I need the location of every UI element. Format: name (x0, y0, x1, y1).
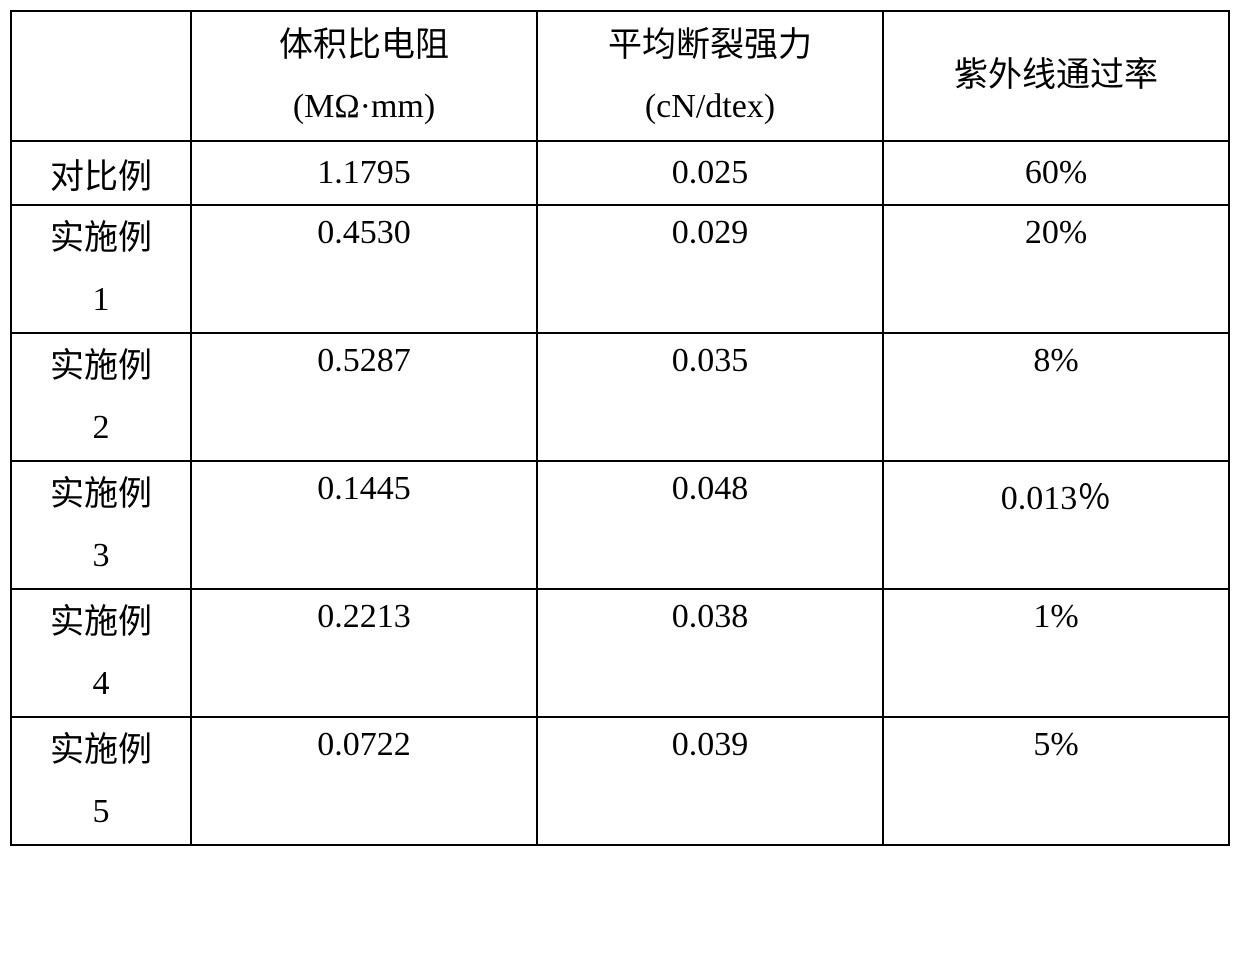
row-label-line1: 实施例 (12, 464, 190, 525)
table-header-row: 体积比电阻 (MΩ·mm) 平均断裂强力 (cN/dtex) 紫外线通过率 (11, 11, 1229, 141)
cell-uv: 5% (883, 717, 1229, 845)
row-label-line1: 对比例 (12, 149, 190, 198)
row-label-line1: 实施例 (12, 208, 190, 269)
row-label-line1: 实施例 (12, 336, 190, 397)
table-row: 实施例 2 0.5287 0.035 8% (11, 333, 1229, 461)
cell-strength: 0.025 (537, 141, 883, 205)
row-label-example-4: 实施例 4 (11, 589, 191, 717)
header-main-uv: 紫外线通过率 (884, 45, 1228, 106)
table-row: 实施例 1 0.4530 0.029 20% (11, 205, 1229, 333)
row-label-compare: 对比例 (11, 141, 191, 205)
cell-resistivity: 1.1795 (191, 141, 537, 205)
cell-resistivity: 0.1445 (191, 461, 537, 589)
header-cell-label (11, 11, 191, 141)
cell-uv: 8% (883, 333, 1229, 461)
cell-strength: 0.039 (537, 717, 883, 845)
cell-strength: 0.048 (537, 461, 883, 589)
cell-resistivity: 0.2213 (191, 589, 537, 717)
header-main-strength: 平均断裂强力 (538, 15, 882, 76)
row-label-example-2: 实施例 2 (11, 333, 191, 461)
row-label-example-3: 实施例 3 (11, 461, 191, 589)
cell-uv: 20% (883, 205, 1229, 333)
table-body: 体积比电阻 (MΩ·mm) 平均断裂强力 (cN/dtex) 紫外线通过率 对比… (11, 11, 1229, 845)
cell-strength: 0.029 (537, 205, 883, 333)
data-table: 体积比电阻 (MΩ·mm) 平均断裂强力 (cN/dtex) 紫外线通过率 对比… (10, 10, 1230, 846)
row-label-example-1: 实施例 1 (11, 205, 191, 333)
table-row: 实施例 5 0.0722 0.039 5% (11, 717, 1229, 845)
cell-strength: 0.038 (537, 589, 883, 717)
row-label-line2: 1 (12, 269, 190, 330)
table-row: 实施例 4 0.2213 0.038 1% (11, 589, 1229, 717)
header-cell-strength: 平均断裂强力 (cN/dtex) (537, 11, 883, 141)
cell-uv: 60% (883, 141, 1229, 205)
cell-uv: 1% (883, 589, 1229, 717)
header-cell-uv: 紫外线通过率 (883, 11, 1229, 141)
header-unit-strength: (cN/dtex) (538, 76, 882, 137)
row-label-example-5: 实施例 5 (11, 717, 191, 845)
header-main-resistivity: 体积比电阻 (192, 15, 536, 76)
header-cell-resistivity: 体积比电阻 (MΩ·mm) (191, 11, 537, 141)
row-label-line2: 3 (12, 525, 190, 586)
row-label-line1: 实施例 (12, 720, 190, 781)
row-label-line2: 4 (12, 653, 190, 714)
cell-resistivity: 0.5287 (191, 333, 537, 461)
data-table-container: 体积比电阻 (MΩ·mm) 平均断裂强力 (cN/dtex) 紫外线通过率 对比… (10, 10, 1230, 846)
row-label-line1: 实施例 (12, 592, 190, 653)
table-row: 对比例 1.1795 0.025 60% (11, 141, 1229, 205)
cell-resistivity: 0.4530 (191, 205, 537, 333)
table-row: 实施例 3 0.1445 0.048 0.013％ (11, 461, 1229, 589)
row-label-line2: 2 (12, 397, 190, 458)
header-unit-resistivity: (MΩ·mm) (192, 76, 536, 137)
row-label-line2: 5 (12, 781, 190, 842)
cell-strength: 0.035 (537, 333, 883, 461)
cell-resistivity: 0.0722 (191, 717, 537, 845)
cell-uv: 0.013％ (883, 461, 1229, 589)
